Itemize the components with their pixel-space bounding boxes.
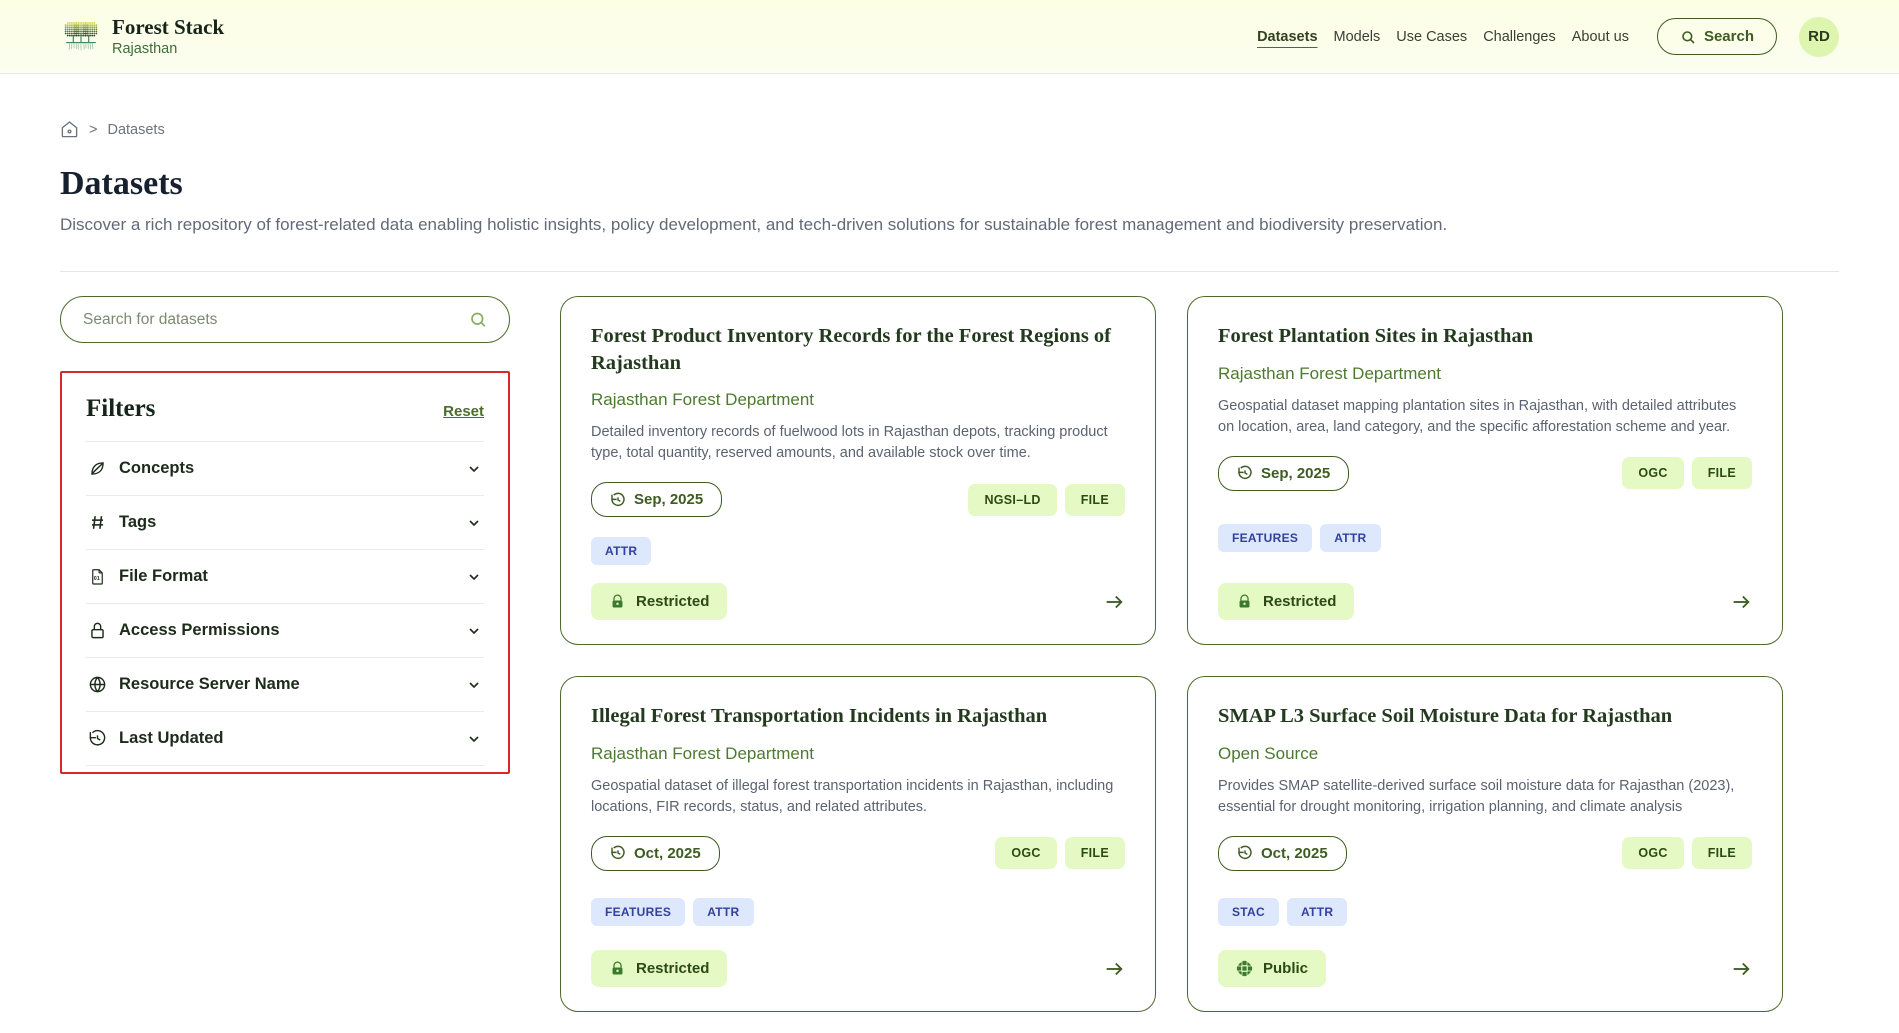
svg-text:01: 01	[94, 576, 100, 582]
